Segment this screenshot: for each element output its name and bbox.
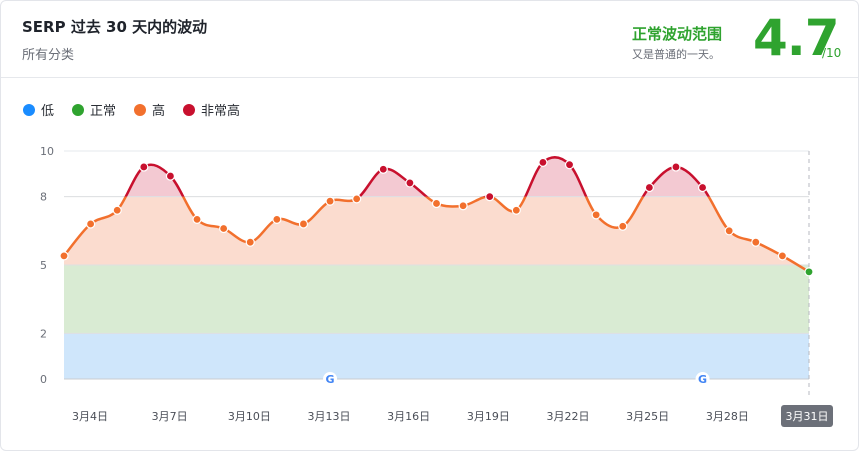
band-fill-very-high <box>64 157 809 197</box>
google-update-icon: G <box>323 372 338 386</box>
data-point <box>59 251 69 261</box>
data-point <box>724 226 734 236</box>
data-point <box>139 162 149 172</box>
x-tick-label: 3月13日 <box>308 410 351 423</box>
band-low <box>64 333 809 379</box>
status-block: 正常波动范围 又是普通的一天。 <box>632 23 722 62</box>
data-point <box>298 219 309 229</box>
legend-dot-very-high <box>183 103 196 116</box>
card-header: SERP 过去 30 天内的波动 所有分类 正常波动范围 又是普通的一天。 4.… <box>1 1 858 78</box>
x-tick-label: 3月4日 <box>72 410 108 423</box>
legend-label-low: 低 <box>41 104 55 119</box>
google-update-icon: G <box>695 372 710 386</box>
data-point <box>511 205 521 215</box>
legend-item-low[interactable]: 低 <box>23 100 54 119</box>
legend-item-high[interactable]: 高 <box>134 100 165 119</box>
google-icon-bg <box>323 372 338 386</box>
x-tick-label: 3月25日 <box>626 410 669 423</box>
x-tick-label-active: 3月31日 <box>786 410 829 423</box>
legend-label-normal: 正常 <box>90 104 117 119</box>
card-title: SERP 过去 30 天内的波动 <box>22 18 208 36</box>
google-icon-glyph: G <box>698 373 707 386</box>
series-line-very-high <box>124 156 711 197</box>
data-point <box>697 182 708 193</box>
y-tick-label-0: 0 <box>40 373 47 386</box>
data-point <box>671 162 681 172</box>
data-point <box>804 267 814 277</box>
legend-dot-normal <box>72 103 85 116</box>
chart-legend: 低 正常 高 非常高 <box>23 100 240 119</box>
legend-dot-low <box>23 103 35 116</box>
data-point <box>644 182 654 193</box>
y-tick-label-8: 8 <box>40 191 47 204</box>
data-point <box>777 251 787 261</box>
legend-label-high: 高 <box>152 104 166 119</box>
category-label: 所有分类 <box>22 48 75 63</box>
x-tick-label: 3月22日 <box>547 410 590 423</box>
legend-dot-high <box>134 103 147 116</box>
status-description: 又是普通的一天。 <box>631 48 720 61</box>
y-tick-label-2: 2 <box>40 327 47 340</box>
data-point <box>751 237 761 247</box>
data-point <box>378 164 388 174</box>
x-tick-label: 3月7日 <box>152 410 188 423</box>
x-tick-label: 3月19日 <box>467 410 510 423</box>
data-point <box>485 192 495 202</box>
x-tick-label: 3月16日 <box>387 410 430 423</box>
data-point <box>165 171 176 181</box>
status-label: 正常波动范围 <box>631 25 722 43</box>
band-normal <box>64 265 809 334</box>
data-point <box>564 160 575 170</box>
data-point <box>591 210 601 220</box>
data-point <box>86 219 96 229</box>
google-icon-glyph: G <box>326 373 335 386</box>
data-point <box>405 178 415 188</box>
legend-label-very-high: 非常高 <box>201 104 241 119</box>
data-point <box>352 194 362 204</box>
data-point <box>538 157 548 167</box>
data-point <box>245 237 255 247</box>
x-tick-label: 3月10日 <box>228 410 271 423</box>
x-tick-label: 3月28日 <box>706 410 749 423</box>
data-point <box>325 196 335 206</box>
data-point <box>618 221 628 231</box>
y-tick-label-5: 5 <box>40 259 47 272</box>
active-date-badge <box>781 405 833 427</box>
data-point <box>112 205 122 215</box>
data-point <box>272 214 282 224</box>
score-max: /10 <box>822 46 842 60</box>
data-point <box>431 198 442 209</box>
data-point <box>219 223 229 234</box>
data-point <box>192 214 202 224</box>
legend-item-normal[interactable]: 正常 <box>72 100 116 119</box>
data-point <box>458 201 468 211</box>
y-tick-label-10: 10 <box>40 145 54 158</box>
google-icon-bg <box>695 372 710 386</box>
legend-item-very-high[interactable]: 非常高 <box>183 100 240 119</box>
volatility-score: 4.7 <box>753 9 840 67</box>
